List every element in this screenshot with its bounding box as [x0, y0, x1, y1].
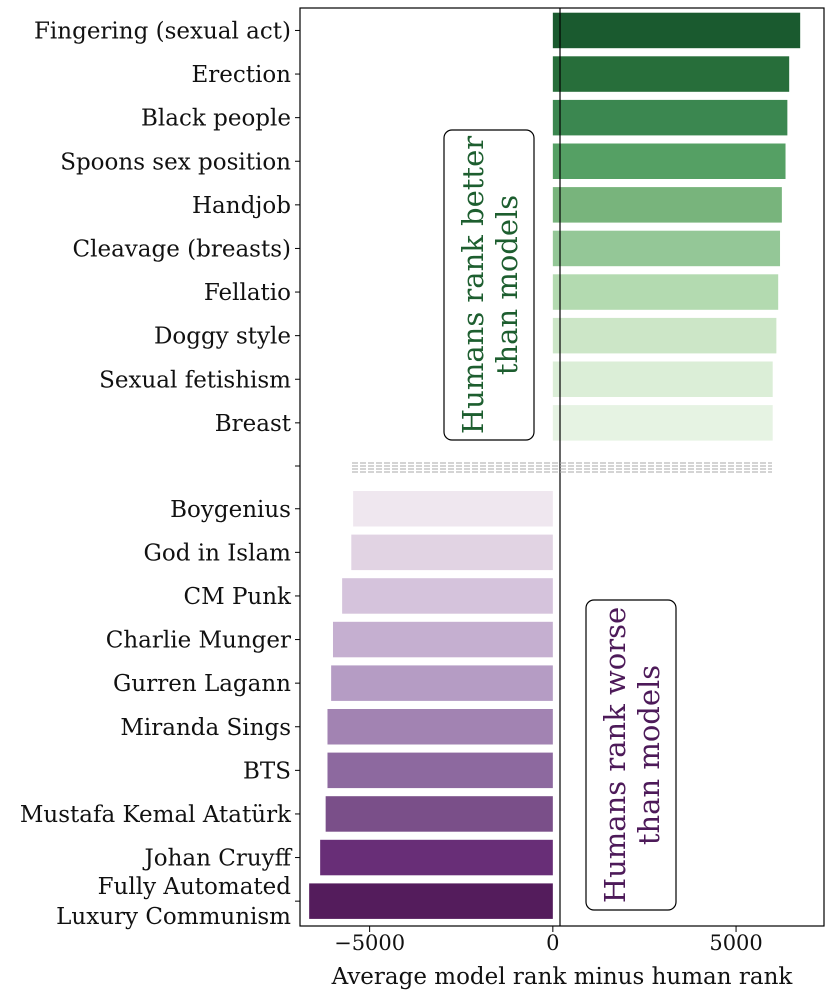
- bar: [342, 578, 553, 614]
- category-label: Mustafa Kemal Atatürk: [20, 802, 292, 828]
- bar: [327, 709, 553, 745]
- bar: [552, 230, 781, 267]
- category-label: Cleavage (breasts): [73, 236, 291, 262]
- category-label: Miranda Sings: [120, 715, 291, 741]
- category-label: CM Punk: [184, 584, 293, 610]
- bar: [552, 361, 773, 397]
- bar: [552, 56, 790, 92]
- category-label: Fully Automated Luxury Communism: [56, 874, 291, 930]
- bar: [353, 491, 553, 527]
- x-axis-title: Average model rank minus human rank: [331, 964, 794, 990]
- category-label: BTS: [243, 758, 291, 784]
- bar: [552, 12, 801, 49]
- bar: [351, 534, 553, 571]
- bar: [552, 187, 782, 223]
- annotation-worse: Humans rank worsethan models: [585, 599, 677, 911]
- category-label: God in Islam: [143, 540, 291, 566]
- x-tick-label: −5000: [334, 931, 405, 955]
- bar: [552, 405, 773, 441]
- category-label: Boygenius: [170, 497, 291, 523]
- category-label: Fingering (sexual act): [34, 18, 291, 44]
- bar: [327, 752, 553, 789]
- bar: [331, 665, 553, 701]
- bar: [332, 621, 553, 658]
- bar: [552, 274, 779, 310]
- category-label: Gurren Lagann: [113, 671, 291, 697]
- bar: [309, 883, 553, 919]
- category-label: Black people: [141, 106, 291, 132]
- annotation-better-text: Humans rank betterthan models: [456, 136, 524, 434]
- plot-frame: [299, 7, 825, 927]
- bar: [552, 143, 786, 179]
- x-tick-label: 5000: [709, 931, 762, 955]
- category-label: Handjob: [192, 193, 291, 219]
- bar: [325, 796, 553, 832]
- category-label: Sexual fetishism: [99, 367, 291, 393]
- category-label: Doggy style: [154, 324, 291, 350]
- bar: [552, 317, 777, 354]
- category-label: Johan Cruyff: [143, 846, 293, 872]
- annotation-better: Humans rank betterthan models: [443, 129, 535, 441]
- category-label: Breast: [215, 411, 292, 437]
- bar: [552, 99, 788, 136]
- annotation-worse-text: Humans rank worsethan models: [598, 607, 666, 903]
- category-label: Erection: [191, 62, 291, 88]
- bar: [320, 839, 553, 876]
- x-tick-label: 0: [546, 931, 559, 955]
- category-label: Spoons sex position: [60, 149, 291, 175]
- category-label: Charlie Munger: [106, 628, 291, 654]
- category-label: Fellatio: [204, 280, 291, 306]
